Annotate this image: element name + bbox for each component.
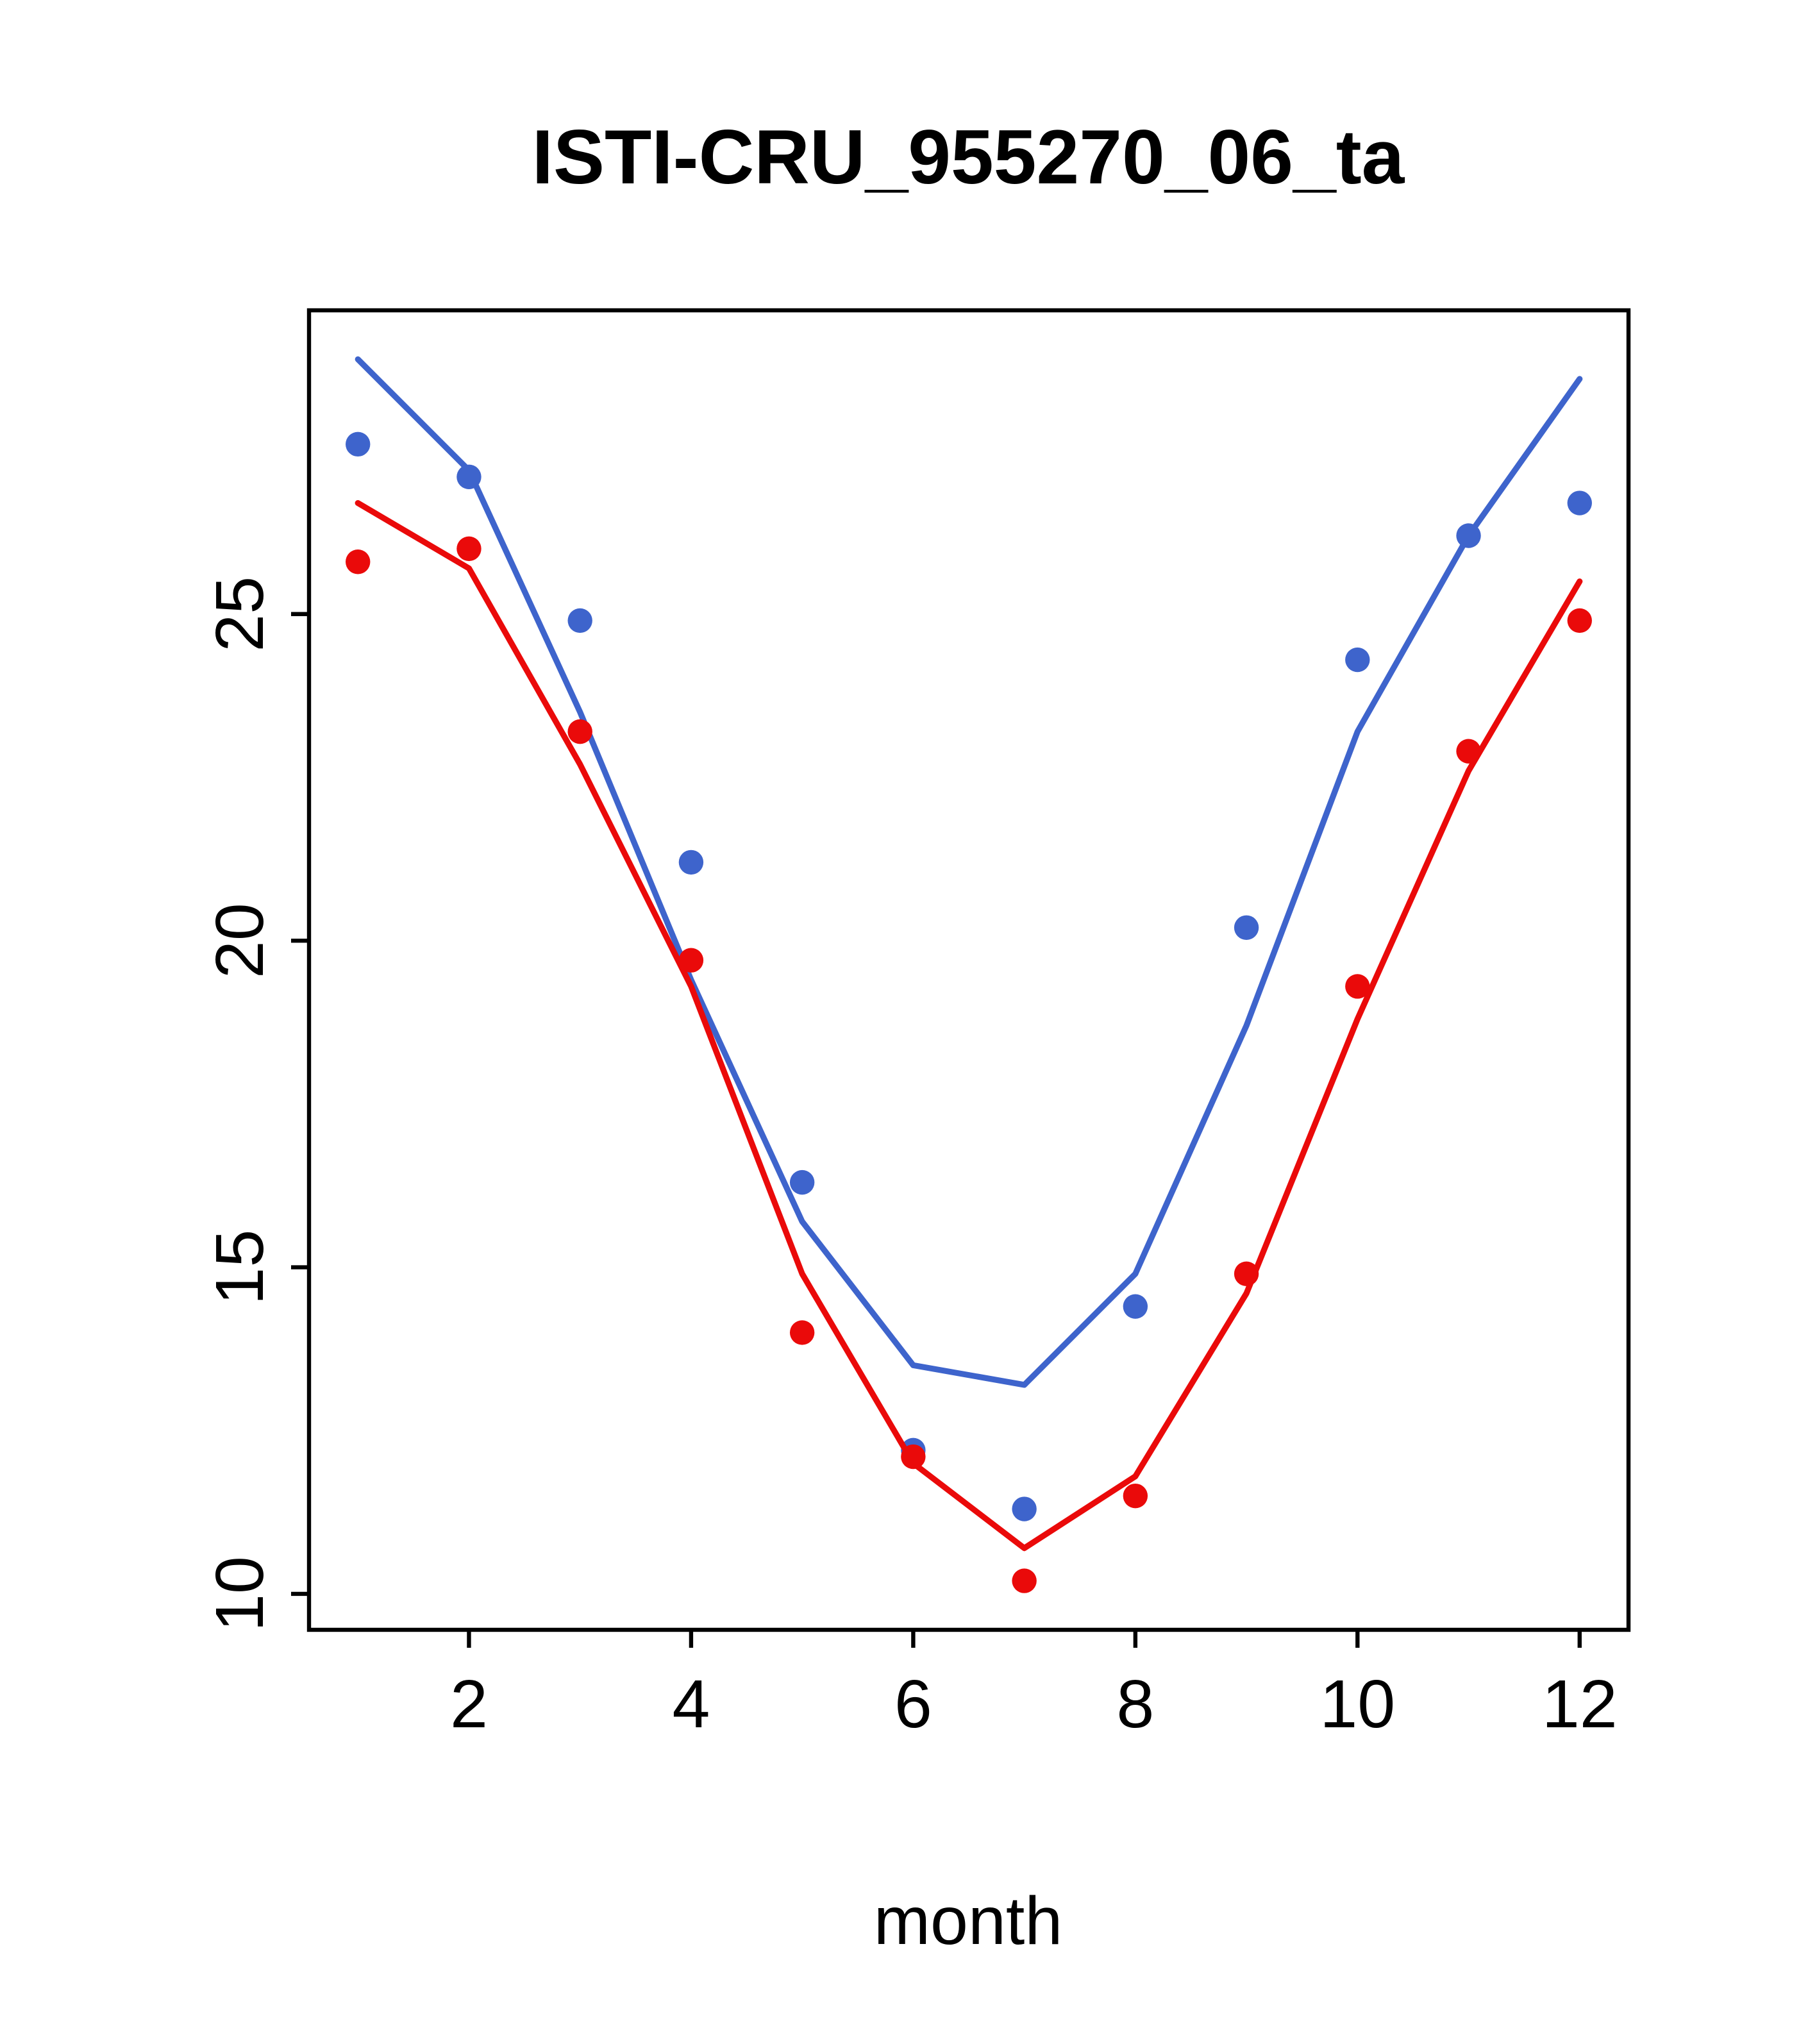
data-point-blue-points xyxy=(1123,1294,1148,1319)
y-tick-label: 15 xyxy=(202,1230,278,1305)
data-point-blue-points xyxy=(567,608,592,633)
data-point-blue-points xyxy=(1345,647,1370,673)
x-tick-label: 8 xyxy=(1116,1666,1154,1742)
data-point-blue-points xyxy=(678,850,704,875)
data-point-blue-points xyxy=(346,431,371,457)
x-tick-label: 10 xyxy=(1319,1666,1395,1742)
series-line-red-line xyxy=(355,499,1583,1552)
data-point-red-points xyxy=(789,1320,815,1345)
y-tick-label: 10 xyxy=(202,1556,278,1632)
data-point-blue-points xyxy=(1456,523,1481,548)
data-point-blue-points xyxy=(1012,1496,1037,1521)
chart-title: ISTI-CRU_955270_06_ta xyxy=(532,114,1405,200)
data-point-red-points xyxy=(1567,608,1592,633)
data-point-red-points xyxy=(1012,1568,1037,1593)
series-line-blue-line xyxy=(355,356,1583,1388)
y-tick-label: 25 xyxy=(202,576,278,652)
x-axis-label: month xyxy=(874,1883,1063,1959)
data-point-red-points xyxy=(678,948,704,973)
plot-frame xyxy=(306,308,1631,1632)
data-point-red-points xyxy=(1456,739,1481,764)
data-point-red-points xyxy=(1123,1483,1148,1509)
x-tick-label: 2 xyxy=(450,1666,488,1742)
x-tick-label: 12 xyxy=(1542,1666,1618,1742)
data-point-red-points xyxy=(1345,974,1370,999)
data-point-blue-points xyxy=(1234,915,1259,940)
plot-area: 2 4 6 8 10 12 10 15 20 25 xyxy=(202,308,1631,1742)
data-point-blue-points xyxy=(456,464,481,489)
data-point-blue-points xyxy=(789,1169,815,1195)
x-tick-label: 6 xyxy=(894,1666,932,1742)
data-point-red-points xyxy=(1234,1261,1259,1286)
data-point-red-points xyxy=(346,549,371,574)
x-tick-label: 4 xyxy=(672,1666,710,1742)
data-point-blue-points xyxy=(1567,490,1592,515)
data-point-red-points xyxy=(456,536,481,562)
y-tick-label: 20 xyxy=(202,903,278,978)
data-point-red-points xyxy=(567,719,592,744)
data-point-red-points xyxy=(901,1444,926,1470)
